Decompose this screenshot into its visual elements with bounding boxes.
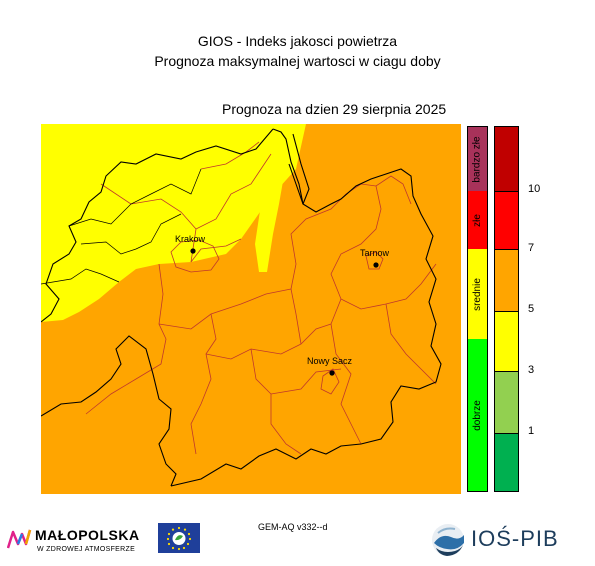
malopolska-logo-tagline: W ZDROWEJ ATMOSFERZE xyxy=(37,546,136,553)
value-scale-legend xyxy=(494,126,519,492)
krakow-outline xyxy=(170,239,220,273)
malopolska-logo-name: MAŁOPOLSKA xyxy=(35,527,140,543)
nowy-sacz-outline xyxy=(320,368,340,395)
category-label-dobrze: dobrze xyxy=(472,399,484,431)
tick-5: 5 xyxy=(528,303,535,315)
city-label-tarnow: Tarnow xyxy=(360,248,390,258)
category-zle xyxy=(468,191,487,249)
category-legend: bardzo złe złe srednie dobrze xyxy=(467,126,488,492)
category-srednie xyxy=(468,249,487,339)
title-line-1: GIOS - Indeks jakosci powietrza xyxy=(197,33,398,49)
city-label-krakow: Krakow xyxy=(175,234,206,244)
scale-band-5-7 xyxy=(495,249,518,311)
eu-life-logo-icon xyxy=(158,523,200,553)
tarnow-marker xyxy=(373,262,379,268)
nowy-sacz-marker xyxy=(329,370,335,376)
city-label-nowy-sacz: Nowy Sacz xyxy=(307,356,353,366)
tarnow-outline xyxy=(365,251,384,270)
scale-band-above-10 xyxy=(495,127,518,191)
air-quality-map: Krakow Tarnow Nowy Sacz xyxy=(41,124,461,494)
category-bardzo-zle xyxy=(468,127,487,191)
eu-life-logo xyxy=(158,523,200,553)
outer-border xyxy=(41,128,442,487)
scale-band-7-10 xyxy=(495,191,518,249)
inner-black-borders xyxy=(41,168,202,285)
category-label-srednie: srednie xyxy=(472,277,483,311)
tick-10: 10 xyxy=(528,183,541,195)
category-label-zle: złe xyxy=(471,213,483,227)
model-version-label: GEM-AQ v332--d xyxy=(258,522,328,532)
category-dobrze xyxy=(468,339,487,491)
forecast-date: Prognoza na dzien 29 sierpnia 2025 xyxy=(222,101,447,117)
malopolska-mountains-icon xyxy=(7,529,32,549)
title-line-2: Prognoza maksymalnej wartosci w ciagu do… xyxy=(154,53,441,69)
ios-pib-globe-icon xyxy=(432,524,464,556)
scale-band-3-5 xyxy=(495,311,518,371)
scale-band-1-3 xyxy=(495,371,518,433)
map-canvas xyxy=(41,124,461,494)
yellow-zone xyxy=(41,124,306,322)
category-label-bardzo-zle: bardzo złe xyxy=(472,135,484,183)
ios-pib-logo-name: IOŚ-PIB xyxy=(471,526,559,551)
tick-1: 1 xyxy=(528,425,535,437)
tick-7: 7 xyxy=(528,242,535,254)
malopolska-logo: MAŁOPOLSKA W ZDROWEJ ATMOSFERZE xyxy=(5,524,155,560)
yellow-zone-strip xyxy=(255,134,286,272)
tick-3: 3 xyxy=(528,364,535,376)
ios-pib-logo: IOŚ-PIB xyxy=(427,520,567,560)
krakow-marker xyxy=(190,248,196,254)
scale-band-below-1 xyxy=(495,433,518,491)
